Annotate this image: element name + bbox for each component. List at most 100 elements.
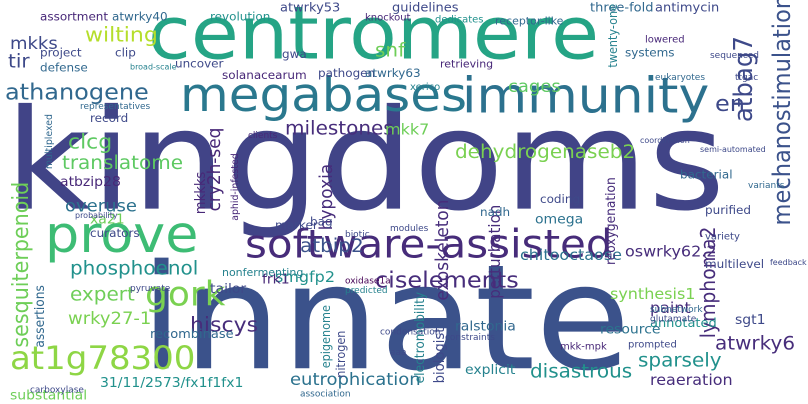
word: probability [75,211,118,220]
word: snf [375,39,406,61]
word: gork [145,275,226,314]
word: predicted [345,286,388,296]
word: reaeration [650,372,733,389]
word: subnetwork [650,305,704,315]
word: ralstonia [455,319,516,334]
word: 31/11/2573/fx1f1fx1 [100,375,243,390]
word: dehydrogenaseb2 [455,140,635,162]
word: athanogene [5,79,149,105]
word: twenty-one [606,4,620,68]
word: pathogen [318,66,375,80]
word: annotated [650,315,717,330]
word: purified [705,204,751,218]
word: solanacearum [222,68,307,82]
word: omega [535,212,583,227]
word: prove [45,205,198,264]
word: carboxylase [30,386,84,396]
word: substantial [10,388,87,403]
word: tailor [210,282,247,297]
word: constraints [445,333,495,343]
word: multiplexed [44,114,55,169]
word: curators [90,226,140,240]
word: sparsely [638,349,722,371]
word: eutrophication [290,371,421,390]
word: paint [650,299,691,316]
word: biotic [345,230,370,240]
word: broad-scale [130,63,177,72]
word: modules [390,224,429,234]
word: assortment [40,10,109,24]
word: prompted [628,340,677,351]
word: ttgac [735,73,758,83]
word: disastrous [530,360,632,382]
word: marker [275,219,318,233]
word: smgfp2 [275,268,335,285]
word: sesquiterpenoid [8,182,34,348]
word: clients [248,131,278,141]
word: atwrky63 [365,66,421,80]
word: hypoxia [317,164,338,230]
word: clcg [68,130,112,154]
word: expert [70,283,135,305]
word: dedicates [435,15,483,26]
word: knockout [365,13,411,24]
word: innate [140,234,631,403]
word: xerico [410,82,440,93]
word: revolution [210,10,270,24]
word: phosphoenol [70,257,198,279]
word: bacterial [680,168,733,182]
word: sequenced [710,51,759,61]
word: software-assisted [245,221,613,267]
word: kingdoms [5,80,725,242]
word: nitrogen [334,331,348,378]
word: atwrky40 [112,10,168,24]
word: mkks [10,34,58,53]
word: assertions [32,285,47,347]
word: project [40,46,82,60]
word: synthesis1 [610,285,695,302]
word: reoxygenation [603,177,618,265]
word: receptor-like [495,15,563,28]
word: atwrky53 [280,0,340,14]
word: translatome [62,152,183,174]
word: overuse [65,197,137,216]
word: gwa [282,48,307,62]
word: aphid-infested [230,153,241,221]
word: megabases [180,68,467,122]
word: three-fold [590,0,653,14]
word: feedback [770,258,807,267]
word: defense [40,61,88,75]
word: wilting [85,23,158,47]
word: coordination [640,136,690,145]
word: wrky27-1 [68,310,151,329]
word: hiscys [190,313,258,337]
word: cages [508,78,561,97]
word: condensation [380,328,440,338]
word: mkk-mpk [560,342,607,353]
word: clip [115,46,136,60]
word: oxidase1a [345,277,391,287]
word: epigenome [319,305,333,368]
word: atbzip28 [60,174,121,189]
word: atbip2 [300,234,364,256]
word: immunity [462,67,709,124]
word: representatives [80,102,151,112]
word: guidelines [392,0,459,14]
word: en [715,91,745,117]
word: mechanostimulation [768,0,796,225]
word: atwrky6 [715,332,795,354]
word: cry2h-seq [205,128,226,212]
word: coding [540,192,580,206]
word: glutamate [650,315,696,325]
word: antimycin [655,0,719,14]
word: lowered [645,35,685,46]
word: uncover [175,57,224,71]
word: mkk7 [385,121,429,138]
word: aaa [390,348,407,358]
word: exoskeleton [433,200,454,301]
word: biologist [432,328,448,384]
word: frk1 [262,272,290,287]
word: perturbation [486,205,505,299]
word: semi-automated [700,145,766,154]
